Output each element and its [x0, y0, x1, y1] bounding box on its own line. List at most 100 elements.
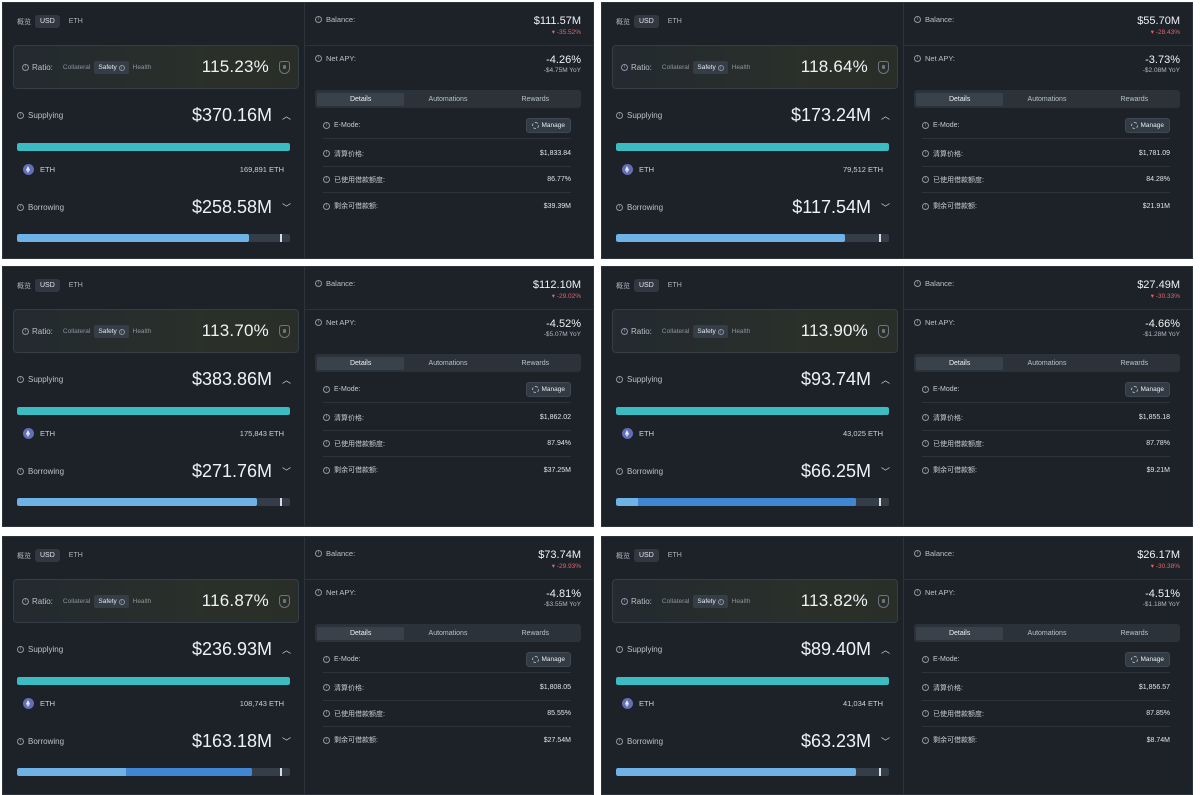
ratio-mode-health[interactable]: Health: [731, 327, 751, 335]
tab-automations[interactable]: Automations: [1027, 95, 1067, 103]
ratio-mode-health[interactable]: Health: [731, 63, 751, 71]
ratio-mode-health[interactable]: Health: [731, 597, 751, 605]
currency-eth-tab[interactable]: ETH: [68, 552, 83, 559]
tab-details[interactable]: Details: [317, 626, 405, 640]
ratio-mode-collateral[interactable]: Collateral: [661, 597, 690, 605]
manage-button[interactable]: Manage: [1124, 652, 1170, 667]
borrowing-row[interactable]: i Borrowing $258.58M ﹀: [17, 197, 292, 218]
ratio-mode-safety[interactable]: Safety i: [693, 324, 728, 338]
borrowing-row[interactable]: i Borrowing $117.54M ﹀: [616, 197, 891, 218]
manage-button[interactable]: Manage: [525, 652, 571, 667]
manage-button[interactable]: Manage: [1124, 118, 1170, 133]
chevron-up-icon[interactable]: ︿: [881, 111, 891, 121]
supplying-row[interactable]: i Supplying $383.86M ︿: [17, 369, 292, 390]
tab-automations[interactable]: Automations: [1027, 629, 1067, 637]
tab-rewards[interactable]: Rewards: [521, 95, 550, 103]
shield-icon[interactable]: [279, 594, 290, 608]
ratio-mode-safety[interactable]: Safety i: [693, 594, 728, 608]
chevron-up-icon[interactable]: ︿: [881, 375, 891, 385]
currency-usd-tab[interactable]: USD: [35, 279, 60, 292]
borrowing-row[interactable]: i Borrowing $63.23M ﹀: [616, 731, 891, 752]
supplying-row[interactable]: i Supplying $370.16M ︿: [17, 105, 292, 126]
ratio-mode-safety[interactable]: Safety i: [94, 324, 129, 338]
info-icon: i: [323, 466, 330, 474]
tab-rewards[interactable]: Rewards: [521, 629, 550, 637]
ratio-mode-safety[interactable]: Safety i: [94, 60, 129, 74]
chevron-up-icon[interactable]: ︿: [282, 375, 292, 385]
chevron-down-icon[interactable]: ﹀: [881, 467, 891, 477]
chevron-up-icon[interactable]: ︿: [282, 111, 292, 121]
currency-usd-tab[interactable]: USD: [634, 549, 659, 562]
ratio-mode-collateral[interactable]: Collateral: [62, 63, 91, 71]
info-icon: i: [717, 64, 724, 71]
supply-bar: [17, 143, 290, 151]
ratio-mode-safety[interactable]: Safety i: [693, 60, 728, 74]
remaining-borrow-label: i 剩余可借款额:: [922, 201, 977, 211]
tab-details[interactable]: Details: [916, 92, 1004, 106]
supply-asset-row: ETH 169,891 ETH: [23, 164, 284, 175]
emode-label-text: E-Mode:: [334, 656, 361, 663]
chevron-down-icon[interactable]: ﹀: [881, 203, 891, 213]
chevron-down-icon[interactable]: ﹀: [282, 467, 292, 477]
tab-rewards[interactable]: Rewards: [1120, 629, 1149, 637]
tab-details[interactable]: Details: [916, 626, 1004, 640]
liq-price-label-text: 清算价格:: [933, 150, 963, 158]
supplying-label: i Supplying: [17, 111, 63, 120]
currency-eth-tab[interactable]: ETH: [68, 18, 83, 25]
supplying-row[interactable]: i Supplying $93.74M ︿: [616, 369, 891, 390]
info-icon: i: [616, 738, 623, 745]
net-apy-row: i Net APY: -4.51% -$1.18M YoY: [914, 588, 1180, 608]
tab-automations[interactable]: Automations: [1027, 359, 1067, 367]
borrowing-row[interactable]: i Borrowing $163.18M ﹀: [17, 731, 292, 752]
manage-button[interactable]: Manage: [1124, 382, 1170, 397]
borrowing-row[interactable]: i Borrowing $66.25M ﹀: [616, 461, 891, 482]
supplying-row[interactable]: i Supplying $236.93M ︿: [17, 639, 292, 660]
tab-rewards[interactable]: Rewards: [521, 359, 550, 367]
currency-usd-tab[interactable]: USD: [634, 279, 659, 292]
info-icon: i: [323, 202, 330, 210]
chevron-down-icon[interactable]: ﹀: [282, 203, 292, 213]
currency-usd-tab[interactable]: USD: [634, 15, 659, 28]
shield-icon[interactable]: [878, 324, 889, 338]
supplying-row[interactable]: i Supplying $89.40M ︿: [616, 639, 891, 660]
tab-details[interactable]: Details: [317, 356, 405, 370]
ratio-mode-collateral[interactable]: Collateral: [62, 327, 91, 335]
shield-icon[interactable]: [878, 594, 889, 608]
currency-eth-tab[interactable]: ETH: [667, 282, 682, 289]
ratio-mode-collateral[interactable]: Collateral: [62, 597, 91, 605]
manage-button[interactable]: Manage: [525, 118, 571, 133]
manage-button-label: Manage: [1140, 122, 1165, 129]
tab-details[interactable]: Details: [317, 92, 405, 106]
manage-button[interactable]: Manage: [525, 382, 571, 397]
supplying-row[interactable]: i Supplying $173.24M ︿: [616, 105, 891, 126]
borrowing-row[interactable]: i Borrowing $271.76M ﹀: [17, 461, 292, 482]
tab-automations[interactable]: Automations: [428, 629, 468, 637]
tab-rewards[interactable]: Rewards: [1120, 359, 1149, 367]
currency-usd-tab[interactable]: USD: [35, 549, 60, 562]
shield-icon[interactable]: [279, 324, 290, 338]
chevron-down-icon[interactable]: ﹀: [881, 737, 891, 747]
shield-icon[interactable]: [279, 60, 290, 74]
tab-details[interactable]: Details: [916, 356, 1004, 370]
chevron-up-icon[interactable]: ︿: [282, 645, 292, 655]
ratio-card: i Ratio: Collateral Safety i Health 115.2…: [13, 45, 299, 89]
remaining-borrow-value: $8.74M: [1146, 736, 1170, 744]
currency-eth-tab[interactable]: ETH: [68, 282, 83, 289]
tab-rewards[interactable]: Rewards: [1120, 95, 1149, 103]
ratio-mode-safety[interactable]: Safety i: [94, 594, 129, 608]
chevron-down-icon[interactable]: ﹀: [282, 737, 292, 747]
tab-automations[interactable]: Automations: [428, 95, 468, 103]
shield-icon[interactable]: [878, 60, 889, 74]
currency-toggle: 概览 USD ETH: [17, 549, 88, 562]
ratio-mode-collateral[interactable]: Collateral: [661, 327, 690, 335]
currency-toggle: 概览 USD ETH: [616, 549, 687, 562]
ratio-mode-health[interactable]: Health: [132, 327, 152, 335]
currency-eth-tab[interactable]: ETH: [667, 18, 682, 25]
ratio-mode-collateral[interactable]: Collateral: [661, 63, 690, 71]
ratio-mode-health[interactable]: Health: [132, 63, 152, 71]
ratio-mode-health[interactable]: Health: [132, 597, 152, 605]
currency-usd-tab[interactable]: USD: [35, 15, 60, 28]
currency-eth-tab[interactable]: ETH: [667, 552, 682, 559]
chevron-up-icon[interactable]: ︿: [881, 645, 891, 655]
tab-automations[interactable]: Automations: [428, 359, 468, 367]
